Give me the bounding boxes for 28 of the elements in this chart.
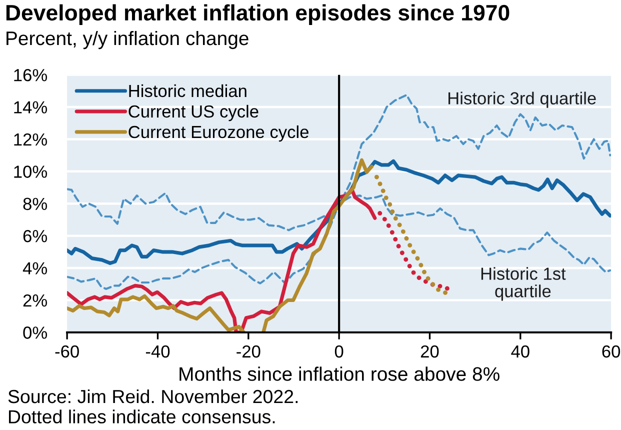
x-tick-label: 0: [334, 345, 344, 358]
y-tick-label: 6%: [23, 230, 48, 242]
y-tick-label: 10%: [14, 166, 48, 178]
source-note: Source: Jim Reid. November 2022.: [8, 389, 298, 404]
legend-label: Current Eurozone cycle: [128, 125, 308, 142]
y-tick-label: 14%: [14, 101, 48, 114]
y-tick-label: 4%: [22, 262, 48, 274]
annotation: Historic 1st quartile: [481, 267, 566, 301]
line-series: [67, 187, 377, 332]
x-tick-label: -20: [236, 345, 260, 358]
y-tick-label: 12%: [14, 133, 48, 146]
x-tick-label: -60: [55, 345, 79, 358]
x-tick-label: 20: [420, 345, 439, 358]
legend-label: Current US cycle: [128, 104, 258, 122]
x-tick-label: 40: [511, 345, 530, 358]
y-tick-label: 8%: [23, 198, 48, 210]
y-tick-label: 0%: [23, 326, 48, 339]
x-axis-title: Months since inflation rose above 8%: [180, 366, 500, 381]
x-tick-label: 60: [602, 345, 620, 358]
x-tick-label: -40: [146, 345, 170, 358]
text: Dotted lines indicate consensus.: [8, 410, 275, 424]
chart-subtitle: Percent, y/y inflation change: [6, 30, 248, 50]
y-tick-label: 16%: [14, 68, 48, 82]
line-series: [374, 174, 450, 296]
legend-label: Historic median: [129, 84, 246, 98]
chart-title: Developed market inflation episodes since 1970: [6, 4, 510, 26]
y-tick-label: 2%: [23, 294, 48, 307]
annotation: Historic 3rd quartile: [448, 92, 596, 108]
